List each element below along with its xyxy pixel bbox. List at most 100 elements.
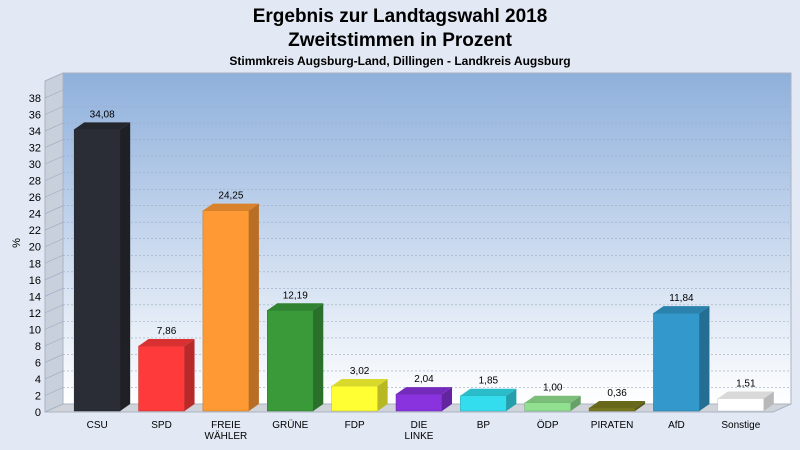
y-tick-label: 18 <box>29 258 41 270</box>
bar-front <box>524 402 571 412</box>
bar-top <box>589 401 646 409</box>
bar-front <box>331 385 378 412</box>
bar-value-label: 7,86 <box>157 326 177 337</box>
bar-value-label: 2,04 <box>414 374 434 385</box>
chart-subtitle: Stimmkreis Augsburg-Land, Dillingen - La… <box>229 54 570 68</box>
grid-line-side <box>44 89 64 99</box>
y-tick-label: 12 <box>29 308 41 320</box>
bar-top <box>396 387 452 395</box>
y-tick-label: 30 <box>29 159 41 171</box>
bar <box>202 203 259 412</box>
x-tick-label: Sonstige <box>721 420 760 431</box>
bar-front <box>138 345 185 412</box>
y-tick-label: 0 <box>35 407 41 419</box>
bar-value-label: 1,00 <box>543 383 563 394</box>
y-tick-label: 28 <box>29 176 41 188</box>
x-tick-label: CSU <box>87 420 108 431</box>
grid-line-side <box>44 205 64 214</box>
y-tick-label: 24 <box>29 209 41 221</box>
y-tick-label: 34 <box>29 126 41 138</box>
bar-front <box>653 312 700 412</box>
bar-top <box>717 391 774 399</box>
bar-front <box>267 310 314 412</box>
y-tick-label: 20 <box>29 242 41 254</box>
bar <box>653 306 710 412</box>
bar-side <box>506 388 517 411</box>
grid-line-side <box>44 238 64 248</box>
chart-title-line1: Ergebnis zur Landtagswahl 2018 <box>253 6 548 27</box>
y-tick-label: 22 <box>29 225 41 237</box>
x-tick-label: FDP <box>345 420 365 431</box>
grid-line-side <box>44 288 64 297</box>
bar-side <box>120 122 131 412</box>
bar-value-label: 0,36 <box>607 388 627 399</box>
y-tick-label: 2 <box>35 390 41 402</box>
grid-line-side <box>44 354 64 363</box>
bar-side <box>248 203 259 411</box>
y-tick-label: 10 <box>29 324 41 336</box>
x-tick-label: AfD <box>668 420 685 431</box>
bar <box>395 387 452 412</box>
bar-side <box>763 391 774 411</box>
bar-front <box>202 210 250 412</box>
bar-side <box>635 401 646 411</box>
bar-top <box>524 395 581 403</box>
y-tick-label: 32 <box>29 143 41 155</box>
grid-line-side <box>44 387 64 396</box>
bar-side <box>699 306 710 411</box>
y-tick-label: 16 <box>29 275 41 287</box>
bar-front <box>460 395 507 412</box>
bar-front <box>717 398 765 412</box>
bar <box>138 339 195 412</box>
y-tick-label: 38 <box>29 93 41 105</box>
y-tick-label: 6 <box>35 357 41 369</box>
x-tick-label: GRÜNE <box>272 419 308 431</box>
bar-value-label: 3,02 <box>350 366 370 377</box>
bar-front <box>73 129 121 412</box>
bar <box>460 388 517 412</box>
x-tick-label: FREIE <box>211 420 241 431</box>
y-axis-label: % <box>11 238 23 248</box>
bars: 34,08 7,86 24,25 12,19 3,02 2,04 1,85 1,00 0,36 1… <box>73 109 774 412</box>
grid-line-side <box>44 155 64 165</box>
x-tick-label: LINKE <box>405 431 434 442</box>
bar-value-label: 24,25 <box>218 191 243 202</box>
bar-side <box>570 395 581 411</box>
x-tick-label: BP <box>477 420 491 431</box>
chart-title-line2: Zweitstimmen in Prozent <box>288 30 512 51</box>
x-tick-label: SPD <box>151 420 172 431</box>
grid-line-side <box>44 188 64 198</box>
bar-value-label: 12,19 <box>283 290 308 301</box>
bar-value-label: 1,51 <box>736 379 756 390</box>
y-tick-label: 4 <box>35 374 41 386</box>
bar-top <box>202 203 259 211</box>
bar-top <box>74 122 131 130</box>
grid-line-side <box>44 221 64 231</box>
bar <box>73 122 131 412</box>
y-tick-label: 36 <box>29 110 41 122</box>
bar-top <box>138 339 195 347</box>
bar-top <box>331 379 388 387</box>
x-tick-label: DIE <box>411 420 428 431</box>
grid-line-side <box>44 106 64 115</box>
grid-line-side <box>44 337 64 347</box>
x-tick-label: WÄHLER <box>205 430 248 442</box>
bar-top <box>460 388 517 396</box>
grid-line-side <box>44 370 64 380</box>
bar <box>267 303 324 412</box>
bar <box>588 401 646 412</box>
bar-value-label: 11,84 <box>669 293 694 304</box>
x-tick-label: ÖDP <box>537 419 559 431</box>
grid-line-side <box>44 321 64 330</box>
bar-value-label: 34,08 <box>90 109 115 120</box>
bar-side <box>313 303 324 411</box>
y-tick-label: 8 <box>35 341 41 353</box>
bar-front <box>588 407 636 412</box>
bar <box>717 391 774 412</box>
grid-line-side <box>44 172 64 181</box>
grid-line-side <box>44 139 64 148</box>
y-tick-label: 26 <box>29 192 41 204</box>
